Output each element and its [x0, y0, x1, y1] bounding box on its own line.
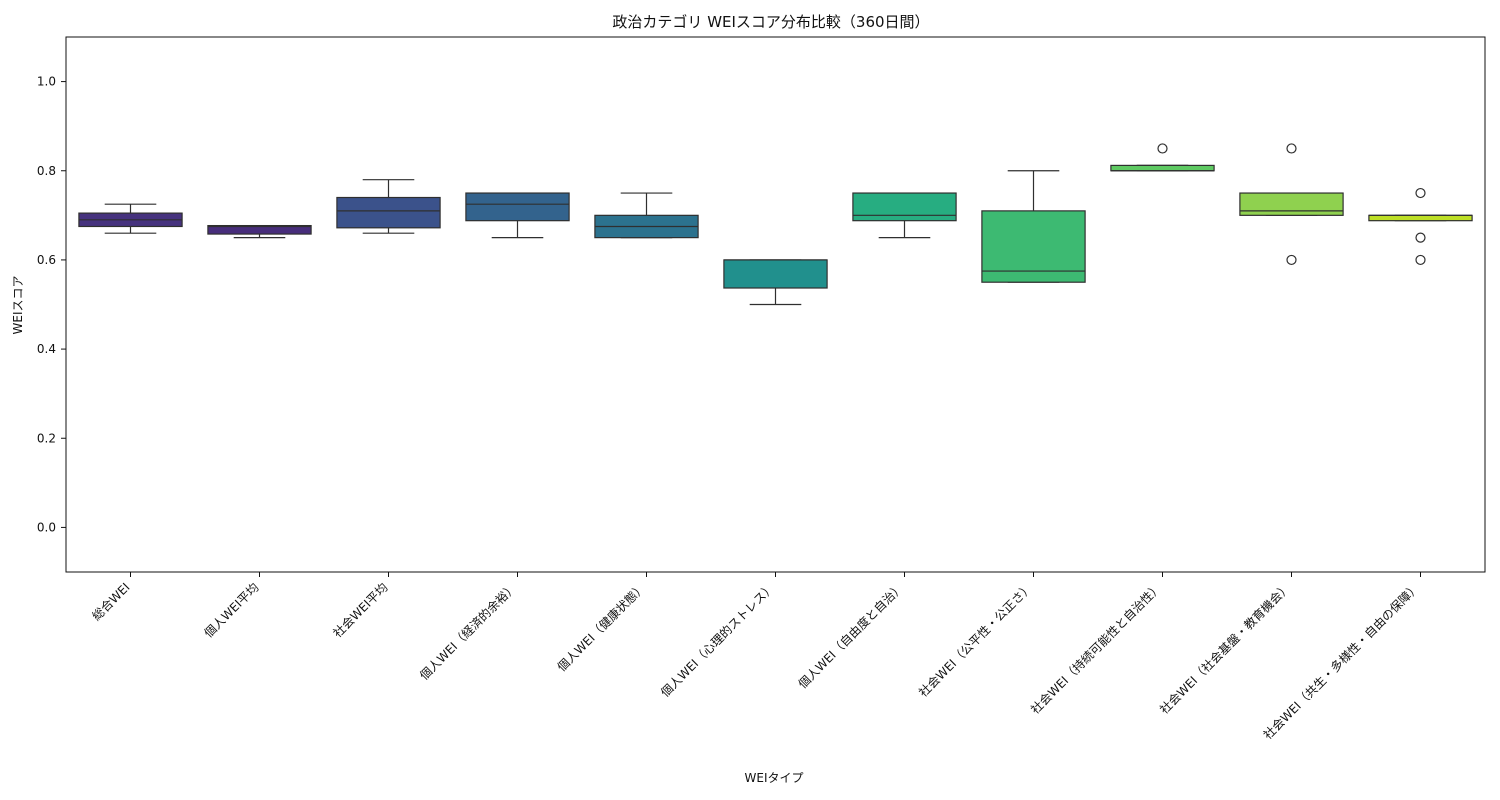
box-11: [1368, 187, 1473, 266]
x-tick-label: 総合WEI: [89, 580, 133, 624]
box-8: [981, 170, 1086, 283]
y-tick-label: 0.0: [37, 520, 56, 534]
box-3: [336, 179, 441, 234]
y-tick-label: 0.8: [37, 164, 56, 178]
box-4: [465, 192, 570, 239]
box-iqr: [1239, 192, 1344, 216]
chart-title: 政治カテゴリ WEIスコア分布比較（360日間）: [612, 13, 929, 31]
box-1: [78, 203, 183, 234]
x-tick-label: 個人WEI（心理的ストレス）: [657, 580, 777, 700]
box-5: [594, 192, 699, 239]
box-iqr: [207, 224, 312, 235]
x-tick-label: 社会WEI（共生・多様性・自由の保障）: [1260, 580, 1423, 743]
x-tick-label: 個人WEI（健康状態）: [554, 580, 649, 675]
box-2: [207, 224, 312, 239]
box-6: [723, 259, 828, 306]
x-tick-label: 社会WEI（公平性・公正さ）: [915, 580, 1035, 700]
outlier-point: [1415, 187, 1426, 199]
outlier-point: [1415, 232, 1426, 243]
x-tick-label: 個人WEI（自由度と自治）: [795, 580, 907, 692]
boxes-group: [78, 143, 1473, 306]
y-tick-label: 0.4: [37, 342, 56, 356]
x-tick-label: 個人WEI（経済的余裕）: [416, 580, 519, 683]
y-axis: 0.0 0.2 0.4 0.6 0.8 1.0: [37, 75, 66, 534]
y-tick-label: 1.0: [37, 75, 56, 89]
box-10: [1239, 143, 1344, 266]
x-axis-label: WEIタイプ: [745, 771, 804, 785]
outlier-point: [1157, 143, 1168, 154]
x-axis: 総合WEI 個人WEI平均 社会WEI平均 個人WEI（経済的余裕） 個人WEI（健康状…: [89, 572, 1423, 742]
box-7: [852, 192, 957, 239]
x-tick-label: 社会WEI平均: [330, 580, 391, 641]
box-iqr: [981, 210, 1086, 283]
y-tick-label: 0.6: [37, 253, 56, 267]
box-iqr: [852, 192, 957, 222]
x-tick-label: 個人WEI平均: [202, 580, 262, 640]
box-iqr: [1368, 214, 1473, 222]
box-iqr: [1110, 164, 1215, 172]
outlier-point: [1286, 143, 1297, 154]
y-tick-label: 0.2: [37, 431, 56, 445]
y-axis-label: WEIスコア: [11, 276, 25, 335]
outlier-point: [1415, 254, 1426, 266]
box-iqr: [723, 259, 828, 289]
box-9: [1110, 143, 1215, 172]
x-tick-label: 社会WEI（社会基盤・教育機会）: [1156, 580, 1293, 717]
x-tick-label: 社会WEI（持続可能性と自治性）: [1027, 580, 1164, 717]
box-iqr: [465, 192, 570, 222]
box-iqr: [336, 196, 441, 229]
outlier-point: [1286, 254, 1297, 266]
